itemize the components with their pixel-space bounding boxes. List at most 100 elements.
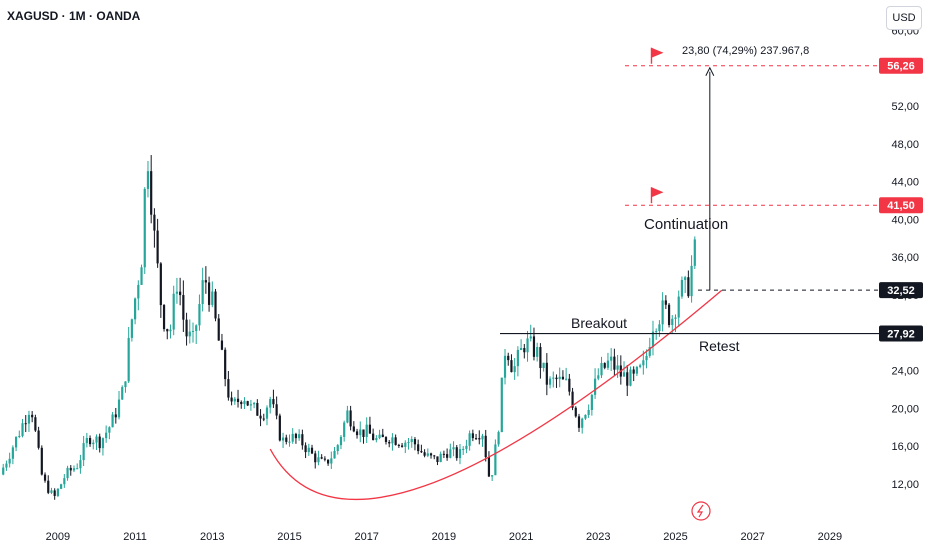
- candle-body: [47, 480, 50, 493]
- y-tick-label: 40,00: [891, 214, 919, 226]
- candle-body: [66, 467, 69, 479]
- price-badge: [879, 197, 923, 214]
- candle-body: [616, 365, 619, 370]
- candle-body: [275, 404, 278, 416]
- candle-body: [375, 438, 378, 441]
- candle-body: [394, 437, 397, 445]
- x-tick-label: 2021: [509, 531, 533, 543]
- candle-body: [24, 423, 27, 425]
- candle-body: [211, 291, 214, 305]
- candle-body: [677, 296, 680, 318]
- y-tick-label: 48,00: [891, 139, 919, 151]
- candle-body: [584, 414, 587, 419]
- candle-body: [134, 298, 137, 320]
- candle-body: [690, 265, 693, 297]
- candle-body: [462, 448, 465, 450]
- currency-button[interactable]: USD: [886, 6, 922, 30]
- y-tick-label: 44,00: [891, 177, 919, 189]
- candle-body: [597, 375, 600, 379]
- rounding-bottom-arc[interactable]: [269, 289, 723, 501]
- candle-body: [500, 377, 503, 433]
- candle-body: [224, 349, 227, 380]
- candle-body: [265, 407, 269, 419]
- candle-body: [423, 452, 426, 456]
- candle-body: [452, 447, 455, 450]
- candle-body: [249, 404, 252, 406]
- candle-body: [76, 468, 79, 470]
- candle-body: [323, 458, 326, 460]
- candle-body: [548, 378, 552, 385]
- candle-body: [214, 291, 217, 319]
- price-badge-label: 41,50: [887, 200, 915, 212]
- candle-body: [333, 451, 336, 459]
- x-tick-label: 2025: [663, 531, 687, 543]
- candle-body: [671, 318, 674, 326]
- candle-body: [426, 453, 429, 456]
- candle-body: [574, 407, 577, 417]
- candle-body: [667, 304, 671, 326]
- candle-body: [613, 356, 616, 370]
- x-tick-label: 2015: [277, 531, 301, 543]
- candle-body: [2, 467, 5, 475]
- candle-body: [56, 488, 59, 496]
- candle-body: [243, 401, 246, 405]
- candle-body: [246, 401, 249, 406]
- candle-body: [465, 445, 468, 449]
- candle-body: [259, 415, 262, 419]
- candle-body: [294, 433, 298, 439]
- candle-body: [191, 330, 195, 332]
- price-badge: [879, 325, 923, 342]
- candle-body: [458, 449, 462, 459]
- candle-body: [587, 409, 590, 415]
- candle-body: [513, 366, 516, 373]
- candle-body: [378, 434, 381, 439]
- candle-body: [507, 355, 510, 361]
- candle-body: [310, 447, 314, 454]
- candle-body: [674, 317, 677, 319]
- x-tick-label: 2019: [432, 531, 456, 543]
- y-tick-label: 24,00: [891, 366, 919, 378]
- candle-body: [362, 429, 365, 437]
- candle-body: [468, 433, 471, 446]
- candle-body: [603, 363, 606, 368]
- candle-body: [642, 360, 645, 366]
- projection-arrowhead: [705, 66, 715, 76]
- candle-body: [639, 365, 642, 367]
- price-badge: [879, 57, 923, 74]
- candle-body: [272, 399, 275, 405]
- candle-body: [253, 402, 256, 405]
- candle-body: [632, 369, 635, 374]
- candle-body: [320, 457, 323, 459]
- candle-body: [655, 331, 658, 333]
- candle-body: [429, 453, 433, 456]
- candle-body: [182, 295, 185, 320]
- candle-body: [31, 414, 34, 418]
- candle-body: [27, 414, 31, 424]
- candle-body: [124, 381, 127, 388]
- candle-body: [121, 387, 124, 400]
- candle-body: [542, 362, 545, 369]
- candle-body: [381, 434, 384, 438]
- flag-icon: [651, 47, 664, 58]
- candle-body: [330, 458, 333, 464]
- candle-body: [532, 336, 536, 357]
- candle-body: [352, 426, 355, 432]
- candle-body: [5, 463, 8, 468]
- candle-body: [278, 415, 281, 441]
- price-badge-label: 27,92: [887, 329, 915, 341]
- candle-body: [34, 417, 37, 431]
- candle-body: [175, 291, 179, 294]
- candle-body: [43, 474, 47, 481]
- candle-body: [635, 366, 638, 374]
- candle-body: [101, 438, 105, 449]
- x-tick-label: 2027: [740, 531, 764, 543]
- candle-body: [516, 349, 519, 367]
- candle-body: [169, 329, 172, 332]
- y-tick-label: 36,00: [891, 252, 919, 264]
- candle-body: [664, 300, 667, 305]
- candle-body: [626, 372, 629, 386]
- candle-body: [285, 437, 288, 442]
- y-tick-label: 20,00: [891, 403, 919, 415]
- candle-body: [18, 435, 21, 437]
